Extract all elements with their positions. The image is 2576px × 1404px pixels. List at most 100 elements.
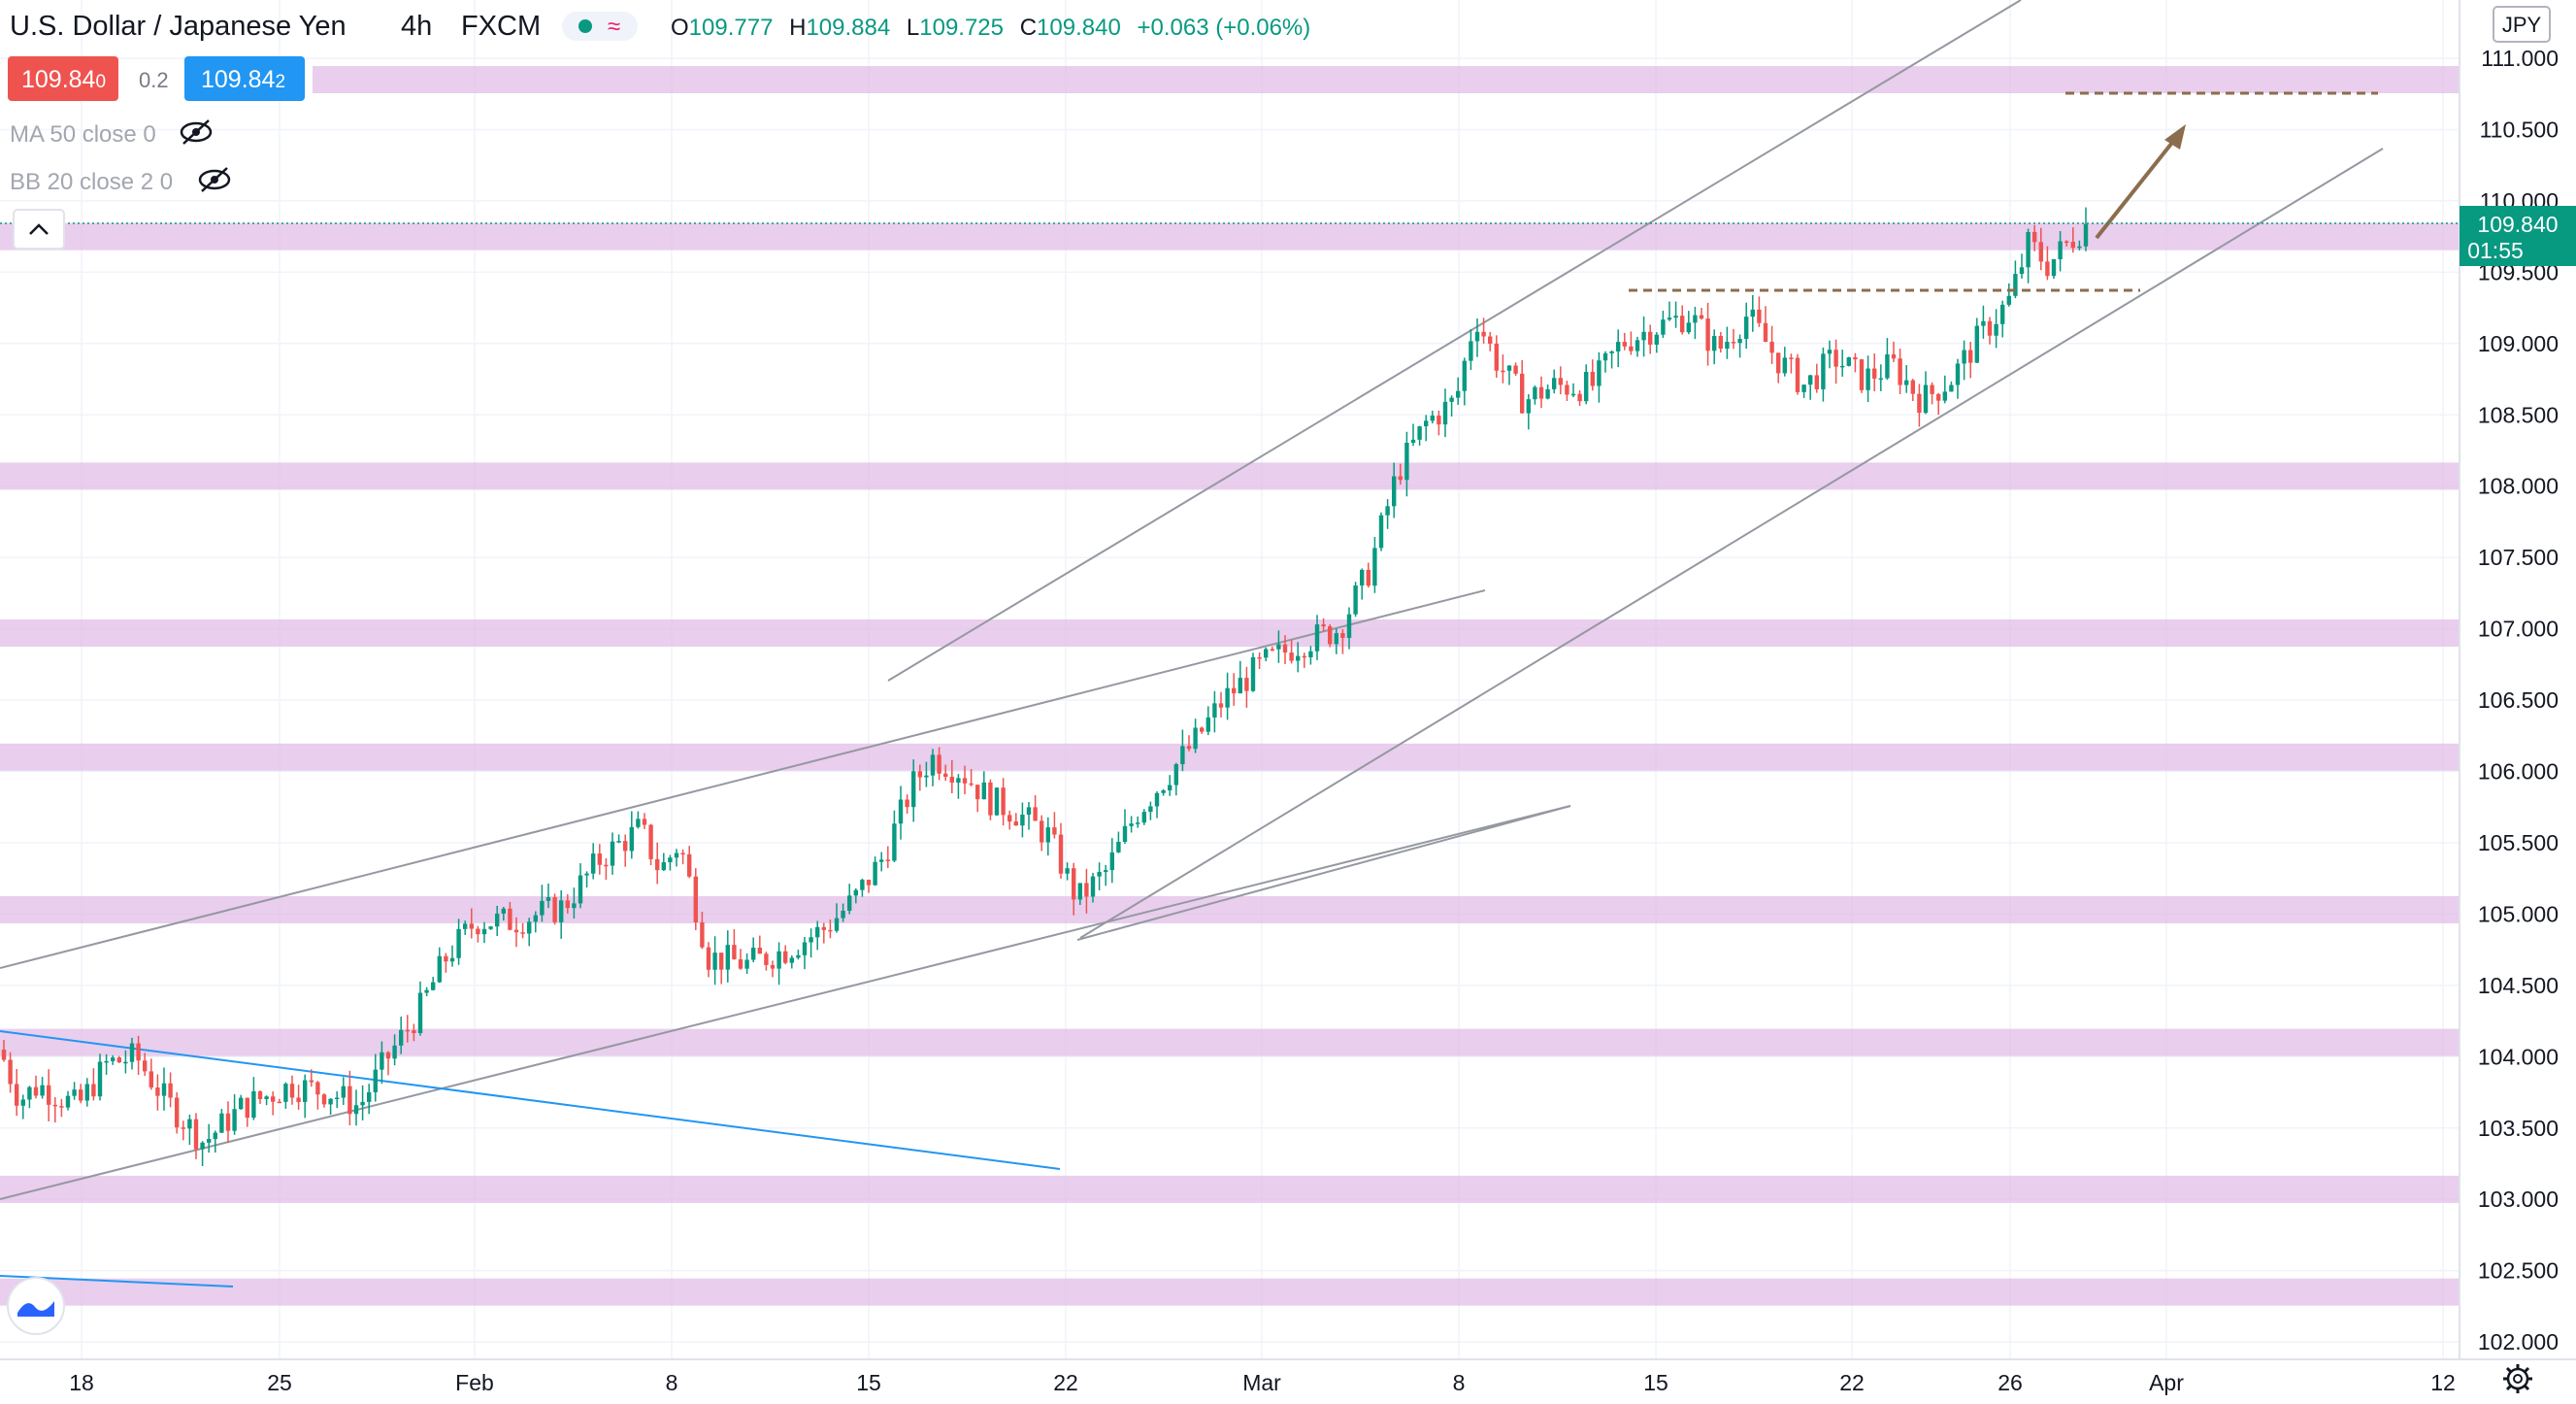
candle-body [1673, 316, 1678, 318]
candle-body [1148, 806, 1153, 813]
candle-body [399, 1029, 404, 1046]
candle-body [584, 873, 589, 876]
candle-body [604, 864, 609, 867]
currency-button[interactable] [2493, 6, 2551, 43]
indicator-legend[interactable]: MA 50 close 0 BB 20 close 2 0 [10, 119, 231, 250]
candle-body [924, 775, 929, 778]
candle-body [1321, 624, 1326, 627]
price-axis[interactable]: 111.000110.500110.000109.500109.000108.5… [2459, 0, 2576, 1359]
time-tick-label: Apr [2149, 1370, 2184, 1395]
time-tick-label: 22 [1053, 1370, 1078, 1395]
time-tick-label: 22 [1839, 1370, 1865, 1395]
candle-body [700, 921, 705, 948]
candle-body [1712, 336, 1717, 351]
time-tick-label: 15 [1643, 1370, 1668, 1395]
sell-button[interactable] [8, 56, 118, 101]
candle-body [207, 1139, 212, 1143]
candle-body [853, 889, 858, 896]
price-tick-label: 107.000 [2478, 617, 2559, 642]
settings-gear-icon[interactable] [2503, 1364, 2532, 1393]
price-zone[interactable] [0, 619, 2460, 648]
candle-body [47, 1085, 51, 1105]
price-tick-label: 103.500 [2478, 1116, 2559, 1141]
rising-resistance-line[interactable] [0, 589, 1486, 969]
candle-body [693, 876, 698, 922]
candle-body [1968, 350, 1973, 363]
candle-body [648, 824, 653, 859]
candle-body [33, 1086, 39, 1096]
sell-price: 109.84 [21, 66, 96, 93]
candle-body [129, 1043, 135, 1062]
eye-hidden-icon[interactable] [198, 167, 231, 192]
bb-indicator-label[interactable]: BB 20 close 2 0 [10, 169, 173, 195]
svg-text:4h: 4h [401, 11, 432, 42]
candle-body [283, 1084, 288, 1102]
candle-body [994, 787, 1000, 816]
candle-body [1641, 331, 1646, 341]
candle-body [834, 918, 840, 931]
blue-downtrend-line[interactable] [0, 1030, 1061, 1170]
candle-body [1430, 416, 1435, 421]
candle-body [481, 928, 487, 935]
rising-support-line[interactable] [0, 805, 1571, 1200]
candle-body [1238, 678, 1242, 694]
candle-body [1750, 309, 1755, 318]
eye-hidden-icon[interactable] [180, 119, 213, 145]
buy-button[interactable] [184, 56, 305, 101]
candle-body [757, 948, 762, 954]
candle-body [905, 799, 909, 808]
time-axis[interactable]: 18 25 Feb 8 15 22 Mar 8 15 22 26 Apr 12 [0, 1358, 2576, 1404]
trend-lines[interactable] [0, 0, 2384, 1287]
candle-body [1744, 317, 1749, 340]
time-tick-label: Feb [455, 1370, 494, 1395]
candle-body [1609, 351, 1614, 353]
price-zone[interactable] [0, 1028, 2460, 1056]
svg-text:O109.777 H109.884: O109.777 H109.884 L109.725 C109.840 +0.0… [671, 15, 1310, 41]
candle-body [885, 859, 890, 861]
candle-body [1308, 651, 1313, 657]
annotations[interactable] [1629, 91, 2378, 292]
candle-body [1001, 787, 1006, 816]
candle-body [264, 1096, 269, 1099]
candle-body [232, 1109, 237, 1131]
candle-body [1385, 506, 1390, 516]
price-zone[interactable] [0, 895, 2460, 923]
ma-indicator-label[interactable]: MA 50 close 0 [10, 121, 156, 148]
candle-body [1814, 375, 1819, 389]
candle-body [431, 982, 436, 990]
candle-body [815, 926, 820, 938]
tradingview-logo-icon[interactable] [7, 1277, 65, 1335]
candle-body [1052, 827, 1057, 835]
price-zone[interactable] [0, 1175, 2460, 1203]
candle-body [79, 1089, 83, 1101]
projection-arrow[interactable] [2095, 132, 2181, 240]
candle-body [572, 903, 577, 909]
candle-body [1629, 346, 1634, 351]
candle-body [1597, 360, 1602, 386]
lower-channel-line[interactable] [1079, 148, 2384, 939]
candle-body [1622, 342, 1627, 347]
price-zone[interactable] [0, 1278, 2460, 1306]
candle-body [1602, 352, 1608, 361]
candle-body [1026, 807, 1032, 816]
candle-body [193, 1119, 199, 1150]
candle-body [1456, 390, 1461, 398]
candle-body [15, 1084, 19, 1106]
candle-body [776, 951, 781, 969]
trade-buttons[interactable]: 109.840 0.2 109.842 [8, 56, 305, 101]
candle-body [1930, 384, 1934, 394]
price-zone[interactable] [0, 222, 2460, 251]
close-value: 109.840 [1037, 15, 1121, 41]
open-value: 109.777 [689, 15, 774, 41]
lower-trend-line[interactable] [1076, 805, 1571, 941]
collapse-legend-button[interactable] [13, 209, 65, 250]
symbol-header[interactable]: U.S. Dollar / Japanese Yen 4h FXCM ≈ O10… [10, 11, 1310, 42]
candle-body [1232, 687, 1237, 694]
upper-channel-line[interactable] [887, 0, 2022, 682]
price-zone[interactable] [0, 743, 2460, 771]
candle-body [1366, 569, 1371, 586]
candle-body [2032, 231, 2037, 243]
price-zone[interactable] [313, 66, 2460, 94]
market-status-pill[interactable] [562, 12, 638, 41]
